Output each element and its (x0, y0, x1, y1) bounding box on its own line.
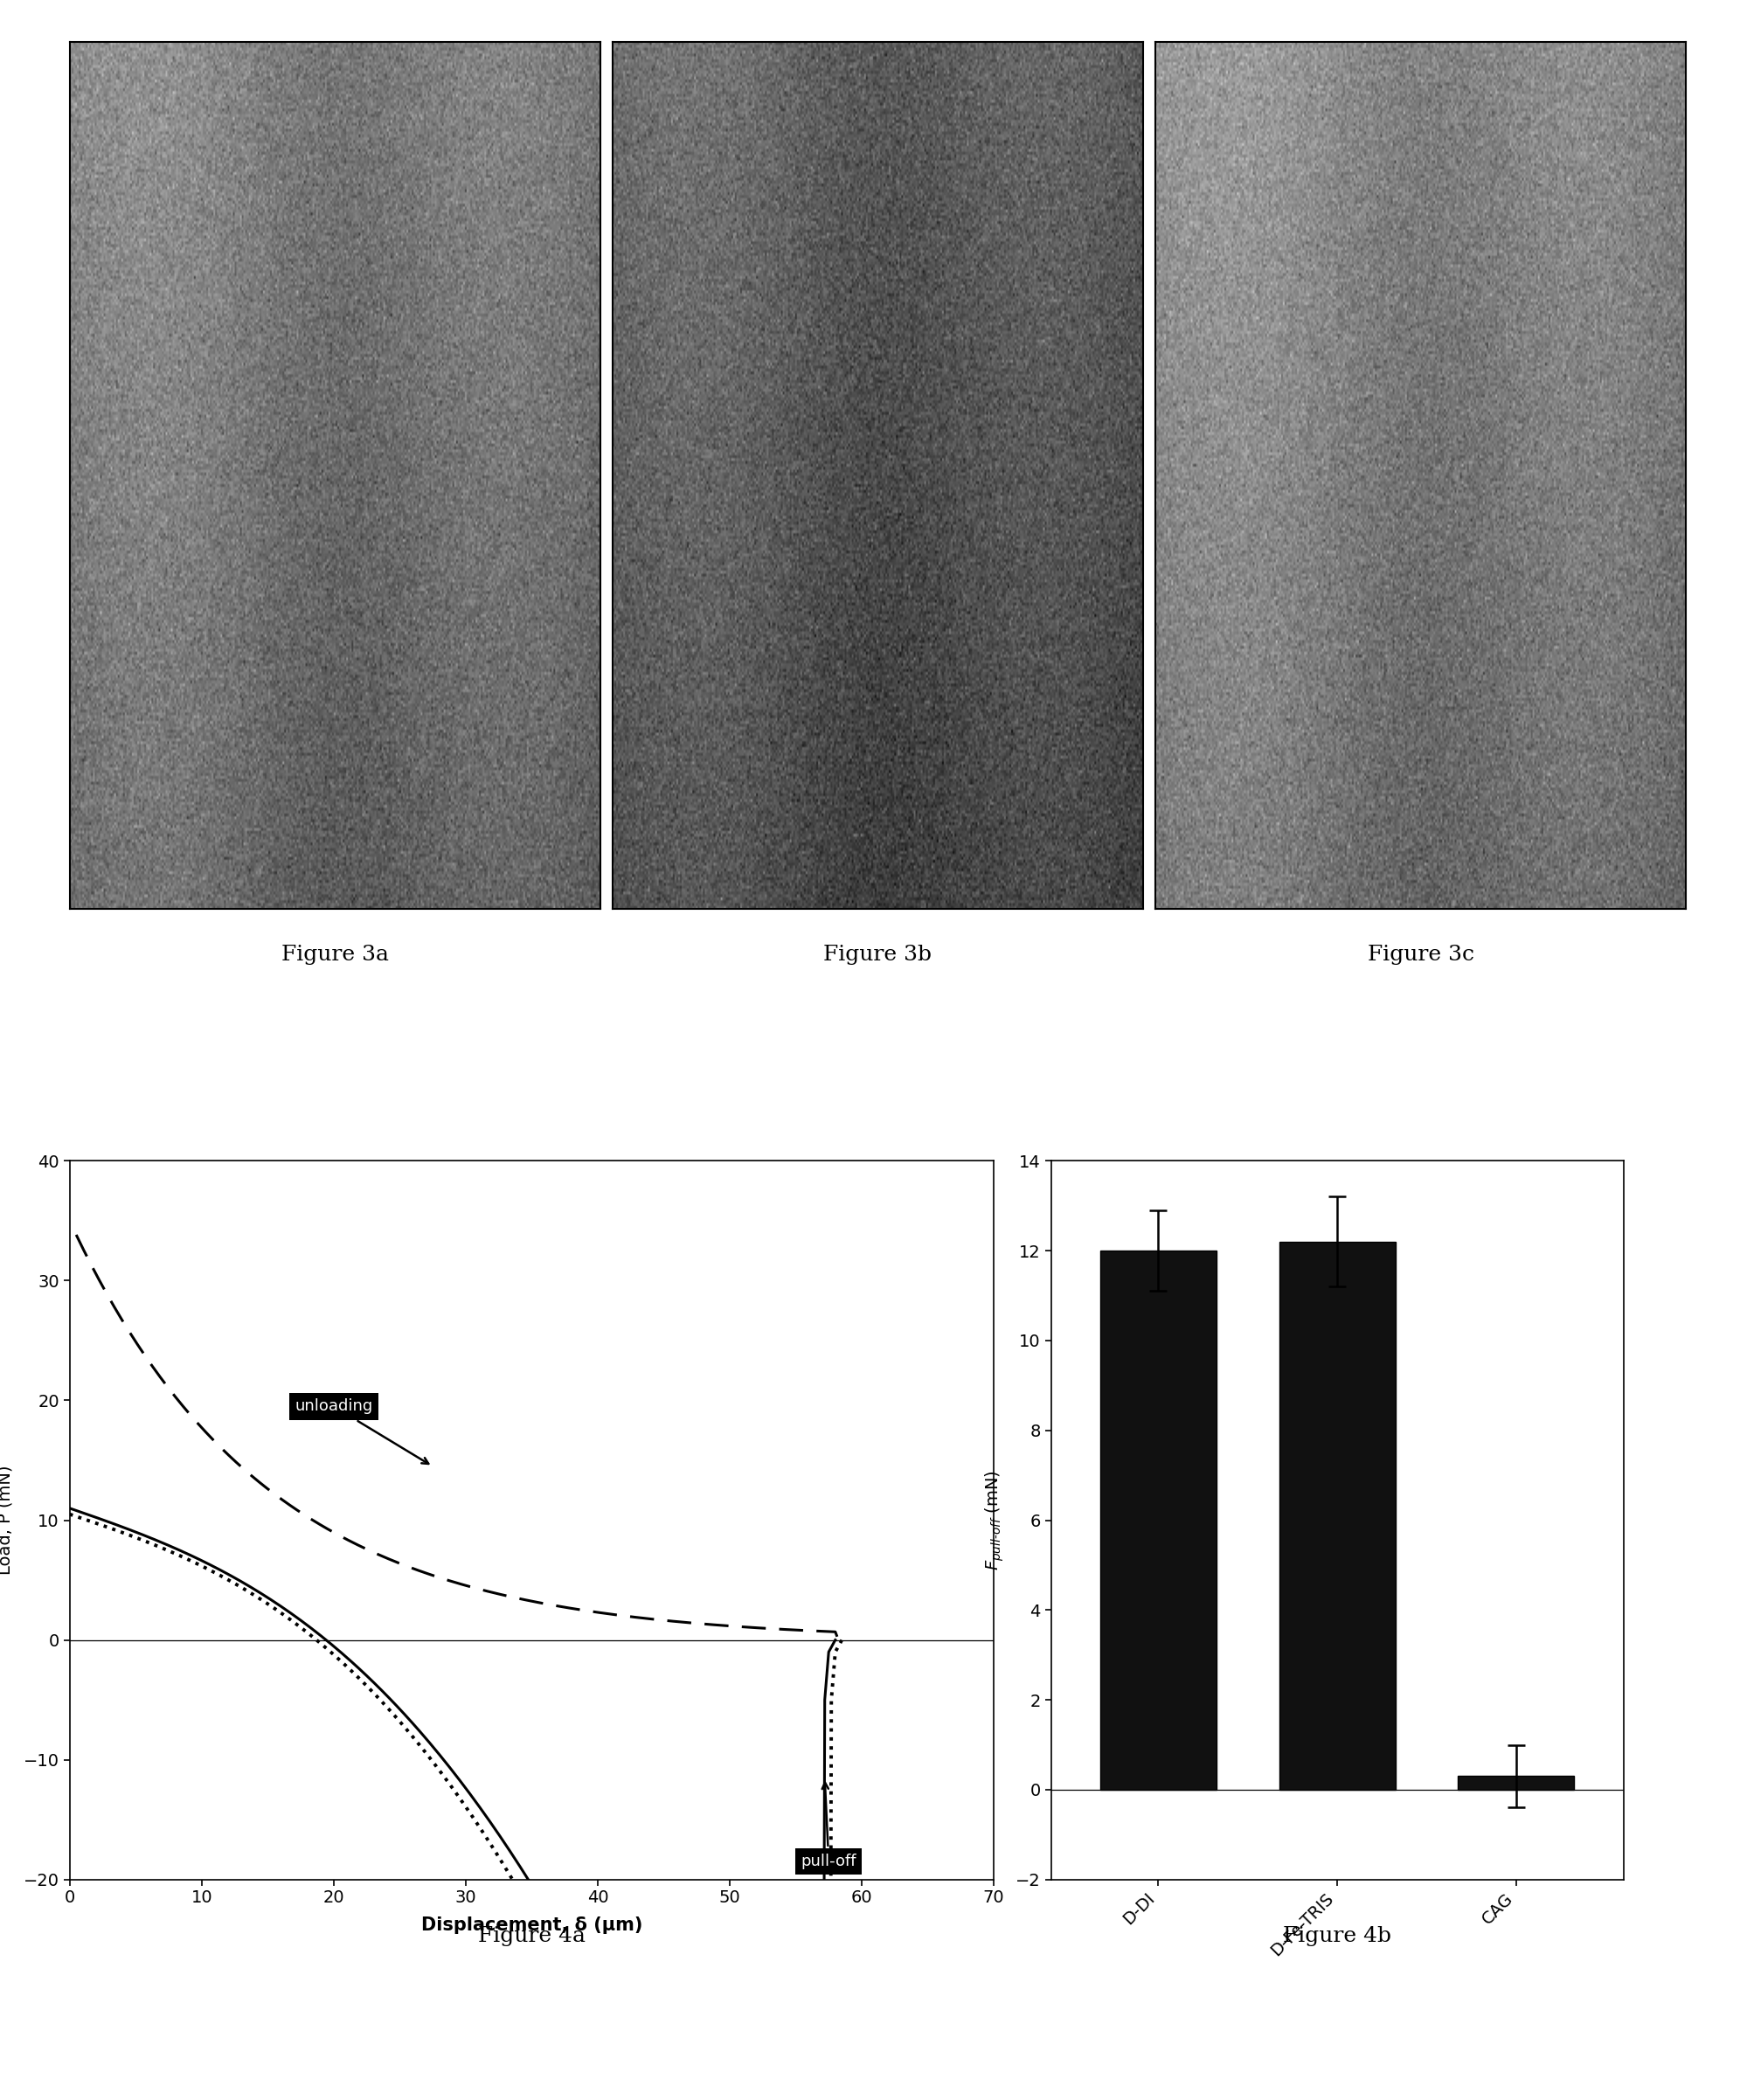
CAG (378, 1546, 398, 1571)
Line: D-Fe-TRIS: D-Fe-TRIS (70, 1514, 842, 2100)
CAG (188, 1411, 209, 1436)
CAG (802, 1619, 823, 1644)
D-Fe-TRIS (132, 1529, 153, 1554)
Line: CAG: CAG (77, 1235, 842, 1640)
Text: Figure 3c: Figure 3c (1368, 945, 1474, 964)
D-Fe-TRIS (616, 2090, 637, 2100)
CAG (66, 1222, 87, 1247)
CAG (832, 1628, 853, 1653)
Bar (1279, 1241, 1395, 1789)
D-Fe-TRIS (235, 1577, 256, 1602)
D-Fe-TRIS (59, 1502, 80, 1527)
Text: Figure 4b: Figure 4b (1282, 1926, 1392, 1947)
Y-axis label: Load, P (mN): Load, P (mN) (0, 1466, 14, 1575)
Legend: D-DI, D-Fe-TRIS, CAG: D-DI, D-Fe-TRIS, CAG (1169, 1161, 1336, 1256)
CAG (404, 1556, 425, 1581)
Bar (1100, 1252, 1216, 1789)
Text: Figure 3b: Figure 3b (823, 945, 933, 964)
CAG (320, 1518, 341, 1544)
D-Fe-TRIS (331, 1648, 351, 1674)
Bar (1458, 1777, 1575, 1789)
Text: Figure 3a: Figure 3a (282, 945, 388, 964)
Text: Figure 4a: Figure 4a (479, 1926, 585, 1947)
Y-axis label: $F_{pull\text{-}off}$ (mN): $F_{pull\text{-}off}$ (mN) (983, 1470, 1006, 1571)
D-Fe-TRIS (832, 1628, 853, 1653)
D-DI (233, 1571, 254, 1596)
CAG (110, 1302, 130, 1327)
D-DI (611, 2033, 632, 2058)
D-DI (329, 1638, 350, 1663)
X-axis label: Displacement, δ (μm): Displacement, δ (μm) (421, 1915, 642, 1934)
Text: unloading: unloading (294, 1399, 428, 1464)
Text: pull-off: pull-off (800, 1783, 856, 1869)
D-DI (59, 1495, 80, 1520)
Line: D-DI: D-DI (70, 1508, 835, 2100)
D-DI (825, 1628, 846, 1653)
D-DI (132, 1522, 153, 1548)
